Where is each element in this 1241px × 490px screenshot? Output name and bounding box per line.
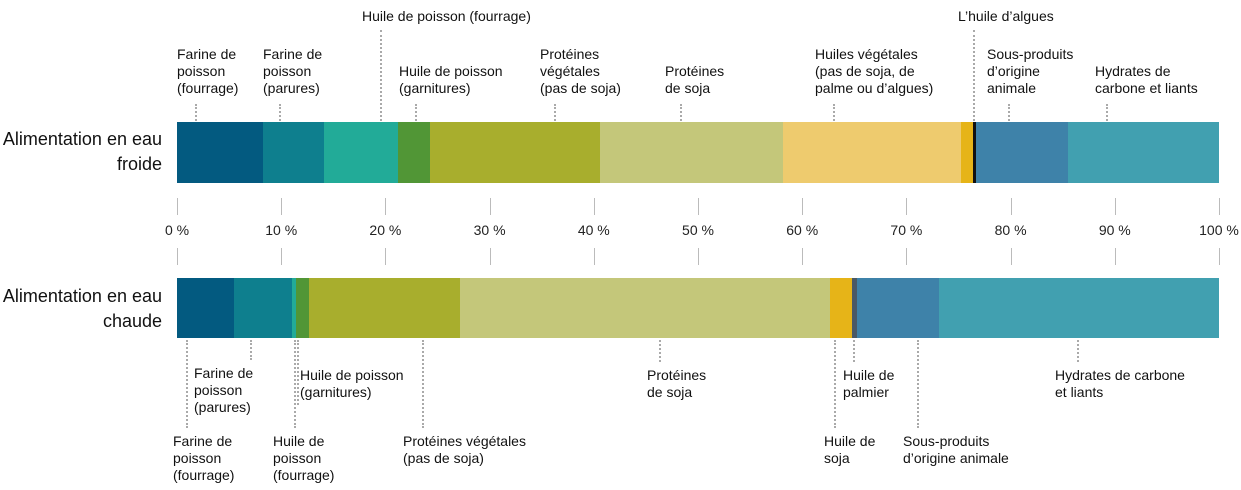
segment-label: Farine de poisson (fourrage) — [177, 46, 239, 96]
x-tick-label: 10 % — [265, 222, 298, 238]
tick-mark — [1219, 198, 1220, 215]
segment-label: Huile de poisson (fourrage) — [362, 8, 531, 24]
segment-label: Farine de poisson (parures) — [263, 46, 323, 96]
leader-line — [186, 340, 188, 428]
leader-line — [973, 30, 975, 121]
tick-mark — [698, 248, 699, 265]
bar-segment — [309, 278, 461, 338]
segment-label: Hydrates de carbone et liants — [1055, 367, 1185, 400]
bar-segment — [1067, 122, 1219, 183]
segment-label: Huile de poisson (garnitures) — [300, 367, 404, 400]
tick-mark — [1010, 248, 1012, 265]
segment-label: Sous-produits d’origine animale — [903, 433, 1009, 466]
tick-mark — [698, 198, 699, 215]
bar-segment — [938, 278, 1219, 338]
bar-segment — [177, 122, 264, 183]
segment-label: Protéines végétales (pas de soja) — [403, 433, 526, 466]
tick-mark — [177, 248, 178, 265]
leader-line — [1106, 104, 1108, 121]
x-tick-label: 0 % — [164, 222, 190, 238]
tick-mark — [177, 198, 178, 215]
tick-mark — [385, 248, 387, 265]
tick-mark — [906, 248, 908, 265]
segment-label: Protéines de soja — [665, 63, 725, 96]
bar-segment — [323, 122, 398, 183]
leader-line — [659, 340, 661, 362]
category-label: Alimentation en eau froide — [2, 129, 162, 174]
tick-mark — [1010, 198, 1012, 215]
x-tick-label: 40 % — [577, 222, 610, 238]
bar-segment — [783, 122, 961, 183]
bar-segment — [973, 122, 977, 183]
x-tick-label: 90 % — [1098, 222, 1131, 238]
x-tick-label: 50 % — [682, 222, 714, 238]
x-tick-label: 70 % — [890, 222, 923, 238]
tick-mark — [489, 248, 491, 265]
bar-segment — [460, 278, 831, 338]
segment-label: Protéines végétales (pas de soja) — [540, 46, 621, 96]
x-tick-label: 20 % — [369, 222, 402, 238]
x-tick-label: 80 % — [994, 222, 1027, 238]
bar-segment — [430, 122, 601, 183]
bar-segment — [177, 278, 235, 338]
leader-line — [279, 104, 281, 121]
bar-segment — [830, 278, 853, 338]
segment-label: Huile de palmier — [843, 367, 895, 400]
leader-line — [680, 104, 682, 121]
segment-label: Hydrates de carbone et liants — [1095, 63, 1198, 96]
bar-segment — [397, 122, 431, 183]
segment-label: Huiles végétales (pas de soja, de palme … — [815, 46, 934, 96]
leader-line — [422, 340, 424, 428]
leader-line — [294, 340, 296, 428]
bar-segment — [852, 278, 858, 338]
category-label: Alimentation en eau chaude — [2, 286, 162, 331]
bar-segment — [976, 122, 1068, 183]
tick-mark — [1114, 198, 1116, 215]
tick-mark — [489, 198, 491, 215]
leader-line — [833, 104, 835, 121]
bar-segment — [960, 122, 974, 183]
tick-mark — [281, 198, 283, 215]
tick-mark — [802, 198, 804, 215]
leader-line — [917, 340, 919, 428]
leader-line — [195, 104, 197, 121]
segment-label: Sous-produits d’origine animale — [987, 46, 1074, 96]
leader-line — [554, 104, 556, 121]
bar-segment — [234, 278, 292, 338]
bar-segment — [263, 122, 324, 183]
bar-segment — [291, 278, 296, 338]
segment-label: Farine de poisson (fourrage) — [173, 433, 235, 483]
bar-segment — [295, 278, 310, 338]
leader-line — [250, 340, 252, 360]
segment-label: L’huile d’algues — [958, 8, 1054, 24]
segment-label: Huile de poisson (fourrage) — [273, 433, 335, 483]
x-tick-label: 30 % — [473, 222, 506, 238]
x-tick-label: 60 % — [786, 222, 819, 238]
leader-line — [853, 340, 855, 362]
leader-line — [380, 30, 382, 121]
leader-line — [297, 340, 299, 405]
tick-mark — [385, 198, 387, 215]
tick-mark — [593, 248, 595, 265]
tick-mark — [593, 198, 595, 215]
tick-mark — [802, 248, 804, 265]
segment-label: Huile de poisson (garnitures) — [399, 63, 503, 96]
bar-segment — [600, 122, 784, 183]
leader-line — [1077, 340, 1079, 362]
segment-label: Farine de poisson (parures) — [194, 365, 254, 415]
segment-label: Protéines de soja — [647, 367, 707, 400]
tick-mark — [906, 198, 908, 215]
tick-mark — [1219, 248, 1220, 265]
leader-line — [834, 340, 836, 428]
tick-mark — [281, 248, 283, 265]
x-tick-label: 100 % — [1199, 222, 1239, 238]
leader-line — [1008, 104, 1010, 121]
segment-label: Huile de soja — [824, 433, 876, 466]
tick-mark — [1114, 248, 1116, 265]
leader-line — [415, 104, 417, 121]
bar-segment — [857, 278, 939, 338]
